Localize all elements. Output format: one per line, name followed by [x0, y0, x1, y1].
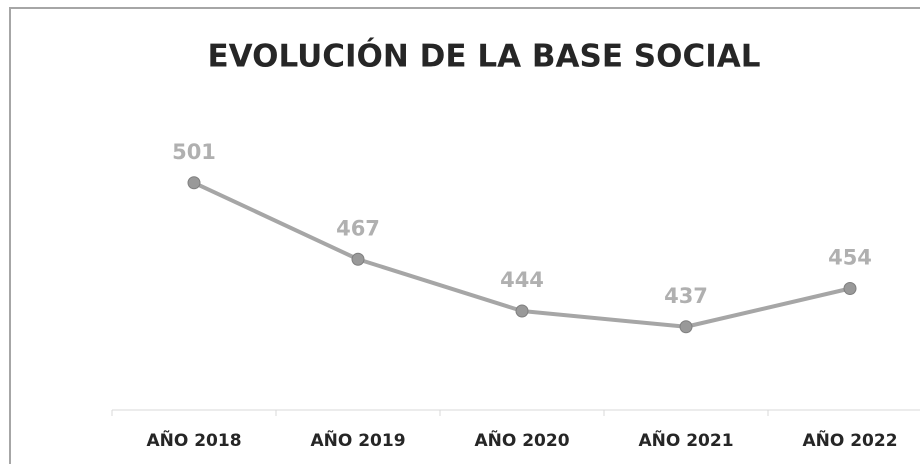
data-label: 501	[172, 140, 216, 164]
point	[187, 176, 201, 190]
x-tick-label: AÑO 2021	[638, 428, 733, 451]
data-label: 444	[500, 268, 544, 292]
point	[515, 304, 529, 318]
chart-title: EVOLUCIÓN DE LA BASE SOCIAL	[207, 38, 760, 75]
x-tick-label: AÑO 2019	[310, 428, 405, 451]
point	[843, 282, 857, 295]
data-label: 454	[828, 246, 872, 270]
x-tick-label: AÑO 2020	[474, 428, 569, 451]
x-tick-label: AÑO 2018	[146, 428, 241, 451]
data-label: 467	[336, 216, 380, 240]
data-label: 437	[664, 284, 708, 308]
x-tick-label: AÑO 2022	[802, 428, 897, 451]
point	[351, 252, 365, 266]
chart-frame	[9, 7, 920, 464]
point	[679, 320, 693, 334]
